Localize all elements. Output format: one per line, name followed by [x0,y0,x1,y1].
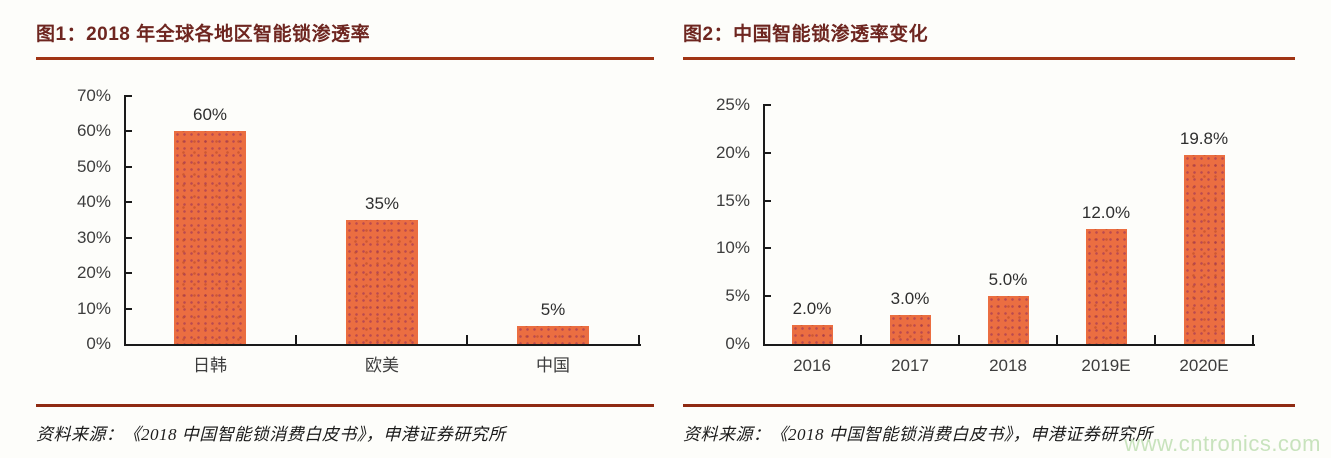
bar [792,325,833,344]
bar [174,131,246,344]
figure-2-title: 图2：中国智能锁渗透率变化 [683,22,1295,60]
y-tick-label: 25% [715,95,750,114]
bar-value-label: 60% [192,105,228,124]
x-category-label: 欧美 [365,356,399,375]
x-tick-mark [638,335,640,344]
y-tick-label: 50% [76,156,111,176]
y-axis-line [124,96,126,346]
x-axis-line [124,344,641,346]
x-category-label: 日韩 [193,356,227,375]
bar [1184,155,1225,344]
bar-value-label: 3.0% [890,289,930,308]
y-tick-mark [763,199,771,202]
x-tick-mark [466,335,468,344]
figure-1-title: 图1：2018 年全球各地区智能锁渗透率 [36,22,654,60]
x-category-label: 2016 [793,356,831,375]
y-tick-label: 60% [76,121,111,141]
y-tick-label: 20% [76,263,111,283]
y-tick-label: 10% [715,238,750,258]
bar [346,220,418,344]
x-tick-mark [1252,335,1254,344]
bar-value-label: 35% [364,194,400,213]
y-axis-line [763,105,765,346]
y-tick-label: 0% [725,334,750,353]
x-tick-mark [958,335,960,344]
y-tick-label: 5% [725,286,750,306]
y-tick-mark [124,236,132,239]
x-tick-mark [1056,335,1058,344]
x-category-label: 2017 [891,356,929,375]
y-tick-mark [763,104,771,106]
bar-value-label: 19.8% [1179,129,1229,148]
x-axis-line [763,344,1255,346]
x-category-label: 2020E [1179,356,1229,375]
bar [1086,229,1127,344]
y-tick-label: 20% [715,142,750,162]
y-tick-mark [124,165,132,168]
bar-value-label: 5% [540,300,566,319]
x-tick-mark [1154,335,1156,344]
x-category-label: 中国 [536,356,570,375]
y-tick-label: 40% [76,192,111,212]
figure-1: 图1：2018 年全球各地区智能锁渗透率 0% 10% 20% 30% 40% 50% 60… [36,20,654,458]
bar-value-label: 5.0% [988,270,1028,289]
x-category-label: 2019E [1081,356,1131,375]
y-tick-mark [124,130,132,133]
y-tick-label: 15% [715,190,750,210]
figure-2-source: 资料来源：《2018 中国智能锁消费白皮书》，申港证券研究所 [683,404,1295,445]
x-category-label: 2018 [989,356,1027,375]
y-tick-mark [124,95,132,97]
bar [988,296,1029,344]
y-tick-label: 30% [76,227,111,247]
y-tick-label: 0% [86,334,111,353]
figure-2: 图2：中国智能锁渗透率变化 0% 5% 10% 15% 20% 25% 2.0% 2016 3.… [683,20,1295,458]
y-tick-mark [763,247,771,250]
bar-value-label: 2.0% [792,299,832,318]
y-tick-label: 10% [76,298,111,318]
y-tick-mark [124,307,132,310]
bar [890,315,931,344]
y-tick-mark [124,272,132,275]
figure-2-chart: 0% 5% 10% 15% 20% 25% 2.0% 2016 3.0% 2017 5.0% 2018… [683,60,1295,392]
x-tick-mark [295,335,297,344]
y-tick-label: 70% [76,86,111,105]
figure-1-chart: 0% 10% 20% 30% 40% 50% 60% 70% 60% 日韩 35% 欧美 5% 中国 [36,60,654,392]
x-tick-mark [860,335,862,344]
y-tick-mark [124,201,132,204]
watermark: www.cntronics.com [1124,431,1321,456]
bar-value-label: 12.0% [1081,203,1131,222]
bar [517,326,589,344]
y-tick-mark [763,151,771,154]
y-tick-mark [763,295,771,298]
figure-1-source: 资料来源：《2018 中国智能锁消费白皮书》，申港证券研究所 [36,404,654,445]
